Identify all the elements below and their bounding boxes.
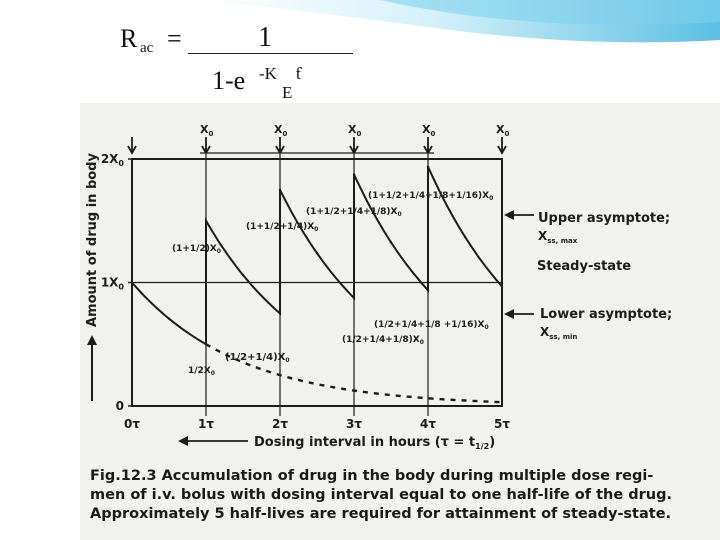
annotation-dose3-peak: (1+1/2+1/4+1/8)X0 <box>306 207 402 218</box>
residual-decay-curve <box>205 343 503 404</box>
formula-fraction-bar <box>188 53 353 54</box>
dose-label: X0 <box>200 123 213 138</box>
formula-exponent: -K <box>259 64 277 83</box>
formula-lhs: R <box>120 24 138 53</box>
dose-markers: X0 X0 X0 X0 X0 <box>127 123 509 155</box>
curve-point <box>167 317 171 320</box>
x-axis-label: Dosing interval in hours (τ = t1/2) <box>254 435 495 451</box>
x-tick-label: 1τ <box>198 417 214 431</box>
y-tick-label: 0 <box>116 399 124 413</box>
annotation-dose1-peak: (1+1/2)X0 <box>172 244 221 255</box>
upper-asymptote-label: Upper asymptote; <box>538 211 670 226</box>
upper-asymptote-arrowhead <box>504 210 514 220</box>
steady-state-label: Steady-state <box>537 259 631 274</box>
dose-arrowhead <box>127 145 137 155</box>
lower-asymptote-arrowhead <box>504 309 514 319</box>
dose-label: X0 <box>274 123 287 138</box>
curve-point <box>426 289 430 292</box>
annotation-half: 1/2X0 <box>188 366 215 377</box>
curve-point <box>352 173 356 176</box>
curve-point <box>352 296 356 300</box>
formula-exponent-subscript: E <box>282 83 293 102</box>
annotation-trough4: (1/2+1/4+1/8 +1/16)X0 <box>374 320 489 331</box>
x-tick-label: 2τ <box>272 417 288 431</box>
x-axis-arrowhead-left <box>178 436 188 446</box>
caption-line-2: men of i.v. bolus with dosing interval e… <box>90 487 672 503</box>
slide-swoosh-decoration-2 <box>380 0 720 25</box>
dose-label: X0 <box>496 123 509 138</box>
curve-point <box>389 241 393 244</box>
curve-point <box>500 285 504 288</box>
series-layer <box>130 165 504 404</box>
curve-point <box>241 273 245 277</box>
annotation-dose2-peak: (1+1/2+1/4)X0 <box>246 222 318 233</box>
y-axis-arrowhead <box>87 335 97 345</box>
curve-point <box>463 235 467 239</box>
formula-denominator: 1-e <box>212 66 246 95</box>
x-tick-label: 5τ <box>494 417 510 431</box>
annotation-trough2: (1/2+1/4)X0 <box>225 352 290 364</box>
dose-label: X0 <box>348 123 361 138</box>
formula-exponent-tau: ƭ <box>296 64 301 83</box>
formula-equals: = <box>167 24 182 53</box>
caption-line-3: Approximately 5 half-lives are required … <box>90 506 672 522</box>
caption-line-1: Fig.12.3 Accumulation of drug in the bod… <box>90 468 654 484</box>
annotation-dose4-peak: (1+1/2+1/4+1/8+1/16)X0 <box>368 191 493 202</box>
lower-asymptote-symbol: Xss, min <box>540 325 577 341</box>
dose-label: X0 <box>422 123 435 138</box>
curve-point <box>278 312 282 315</box>
lower-asymptote-label: Lower asymptote; <box>540 307 672 322</box>
curve-point <box>315 252 319 255</box>
y-tick-label: 1X0 <box>101 276 125 292</box>
accumulation-chart: X0 X0 X0 X0 X0 2X0 1X0 00τ 1τ 2τ 3τ 4τ 5τ Amount of… <box>85 123 672 451</box>
x-tick-label: 3τ <box>346 417 362 431</box>
y-axis-label: Amount of drug in body <box>85 153 100 327</box>
tick-layer: 2X0 1X0 00τ 1τ 2τ 3τ 4τ 5τ <box>101 152 511 431</box>
dose-arrowhead <box>497 145 507 155</box>
curve-point <box>204 219 208 222</box>
formula-lhs-subscript: ac <box>140 40 154 56</box>
x-tick-label: 4τ <box>420 417 436 431</box>
curve-point <box>278 188 282 192</box>
curve-point <box>426 165 430 168</box>
y-tick-label: 2X0 <box>101 152 125 168</box>
annotation-trough3: (1/2+1/4+1/8)X0 <box>342 335 424 346</box>
x-tick-label: 0τ <box>124 417 140 431</box>
figure-panel: X0 X0 X0 X0 X0 2X0 1X0 0 0τ 1τ 2τ 3τ 4τ 5τ Amount of… <box>80 103 720 540</box>
upper-asymptote-symbol: Xss, max <box>538 229 578 245</box>
formula-numerator: 1 <box>258 22 272 53</box>
